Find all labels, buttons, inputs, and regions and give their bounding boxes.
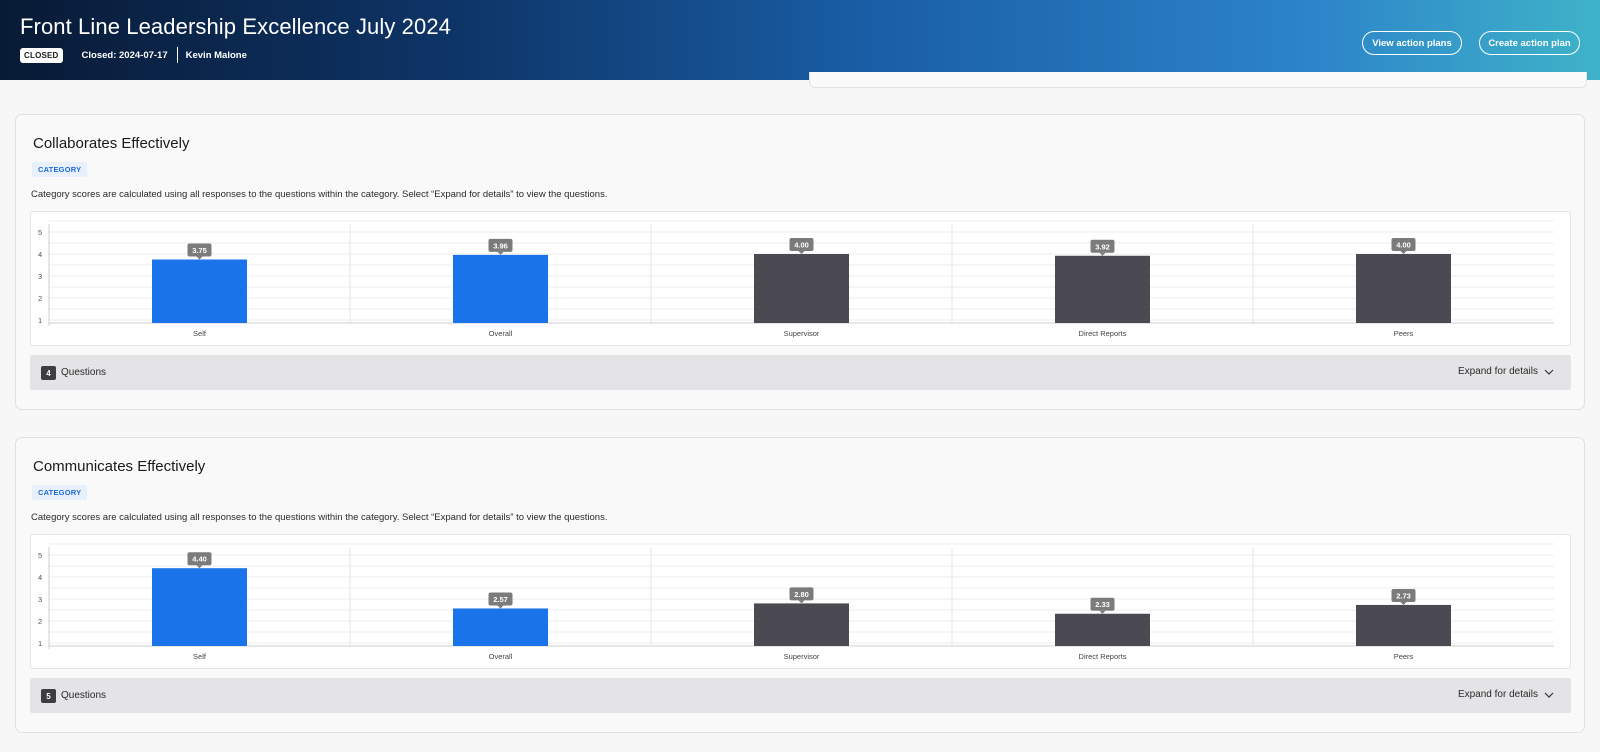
closed-date: Closed: 2024-07-17 — [81, 49, 168, 61]
category-tag: CATEGORY — [32, 485, 88, 500]
y-tick-label: 3 — [38, 272, 42, 281]
chevron-down-icon — [1544, 692, 1554, 698]
data-label-bg — [1391, 238, 1416, 251]
expand-details-button[interactable]: Expand for details — [1458, 366, 1554, 377]
x-tick-label: Direct Reports — [1079, 652, 1127, 661]
data-label-pointer — [1400, 601, 1407, 605]
data-label-pointer — [497, 605, 504, 609]
x-tick-label: Overall — [489, 329, 513, 338]
data-label-bg — [488, 238, 513, 252]
y-tick-label: 2 — [38, 617, 42, 626]
y-tick-label: 5 — [38, 228, 42, 237]
x-tick-label: Peers — [1394, 329, 1414, 338]
score-chart: 1 2 3 4 5 3.75 Self 3.96 Overall 4.00 Supervisor 3.… — [30, 211, 1571, 346]
card-description: Category scores are calculated using all… — [31, 512, 608, 523]
expand-label: Expand for details — [1457, 366, 1538, 377]
bar — [453, 608, 548, 646]
x-tick-label: Supervisor — [784, 652, 820, 661]
x-tick-label: Peers — [1394, 652, 1414, 661]
questions-label: Questions — [61, 367, 107, 378]
bar — [1356, 254, 1451, 323]
y-tick-label: 4 — [38, 250, 42, 259]
bar — [453, 254, 548, 323]
status-badge: CLOSED — [20, 47, 63, 63]
y-tick-label: 1 — [38, 316, 42, 325]
owner-name: Kevin Malone — [185, 49, 247, 61]
x-tick-label: Direct Reports — [1079, 329, 1127, 338]
page-header: Front Line Leadership Excellence July 20… — [0, 0, 1600, 80]
data-label-pointer — [196, 256, 203, 260]
category-card: Collaborates Effectively CATEGORY Catego… — [15, 114, 1585, 410]
bar-chart: 1 2 3 4 5 4.40 Self 2.57 Overall 2.80 Supervisor 2.… — [38, 543, 1554, 661]
x-tick-label: Overall — [489, 652, 513, 661]
y-tick-label: 5 — [38, 551, 42, 560]
card-title: Communicates Effectively — [33, 458, 206, 475]
data-label: 4.00 — [794, 241, 809, 250]
card-title: Collaborates Effectively — [33, 135, 190, 152]
y-tick-label: 3 — [38, 595, 42, 604]
card-description: Category scores are calculated using all… — [31, 189, 608, 200]
data-label: 2.80 — [794, 590, 809, 599]
data-label: 3.92 — [1095, 242, 1110, 251]
data-label-pointer — [1400, 251, 1407, 254]
question-count-badge: 4 — [41, 366, 56, 380]
x-tick-label: Supervisor — [784, 329, 820, 338]
data-label: 2.33 — [1095, 600, 1110, 609]
data-label-pointer — [798, 251, 805, 254]
data-label-bg — [1391, 588, 1416, 602]
data-label: 4.00 — [1396, 241, 1411, 250]
bar — [1055, 255, 1150, 323]
data-label-bg — [789, 587, 814, 601]
y-tick-label: 1 — [38, 639, 42, 648]
view-action-plans-button[interactable]: View action plans — [1362, 31, 1462, 55]
data-label-bg — [187, 243, 212, 257]
data-label-bg — [488, 592, 513, 606]
question-count-badge: 5 — [41, 689, 56, 703]
score-chart: 1 2 3 4 5 4.40 Self 2.57 Overall 2.80 Supervisor 2.… — [30, 534, 1571, 669]
bar — [1356, 604, 1451, 646]
data-label: 3.75 — [192, 246, 207, 255]
data-label-bg — [789, 238, 814, 251]
meta-divider — [176, 47, 178, 63]
bar — [754, 254, 849, 323]
category-card: Communicates Effectively CATEGORY Catego… — [15, 437, 1585, 733]
bar — [152, 568, 247, 646]
data-label-pointer — [798, 600, 805, 604]
data-label: 4.40 — [192, 555, 207, 564]
category-tag: CATEGORY — [32, 162, 88, 177]
previous-card-edge — [809, 72, 1587, 88]
data-label-bg — [1090, 597, 1115, 611]
questions-label: Questions — [61, 690, 107, 701]
create-action-plan-button[interactable]: Create action plan — [1479, 31, 1580, 55]
y-tick-label: 4 — [38, 573, 42, 582]
data-label-pointer — [1099, 610, 1106, 614]
bar — [152, 259, 247, 323]
expand-label: Expand for details — [1457, 689, 1538, 700]
page-title: Front Line Leadership Excellence July 20… — [20, 14, 452, 39]
expand-details-button[interactable]: Expand for details — [1458, 689, 1554, 700]
x-tick-label: Self — [193, 652, 207, 661]
data-label: 3.96 — [493, 241, 508, 250]
bar — [754, 603, 849, 646]
header-meta: CLOSED Closed: 2024-07-17 Kevin Malone — [20, 47, 247, 63]
data-label-bg — [1090, 239, 1115, 253]
bar — [1055, 613, 1150, 646]
data-label: 2.57 — [493, 595, 508, 604]
y-tick-label: 2 — [38, 294, 42, 303]
bar-chart: 1 2 3 4 5 3.75 Self 3.96 Overall 4.00 Supervisor 3.… — [38, 220, 1554, 338]
x-tick-label: Self — [193, 329, 207, 338]
data-label: 2.73 — [1396, 591, 1411, 600]
chevron-down-icon — [1544, 369, 1554, 375]
data-label-pointer — [497, 251, 504, 255]
data-label-pointer — [196, 565, 203, 569]
questions-bar[interactable]: 4 Questions Expand for details — [30, 355, 1571, 390]
data-label-pointer — [1099, 252, 1106, 256]
questions-bar[interactable]: 5 Questions Expand for details — [30, 678, 1571, 713]
data-label-bg — [187, 552, 212, 566]
